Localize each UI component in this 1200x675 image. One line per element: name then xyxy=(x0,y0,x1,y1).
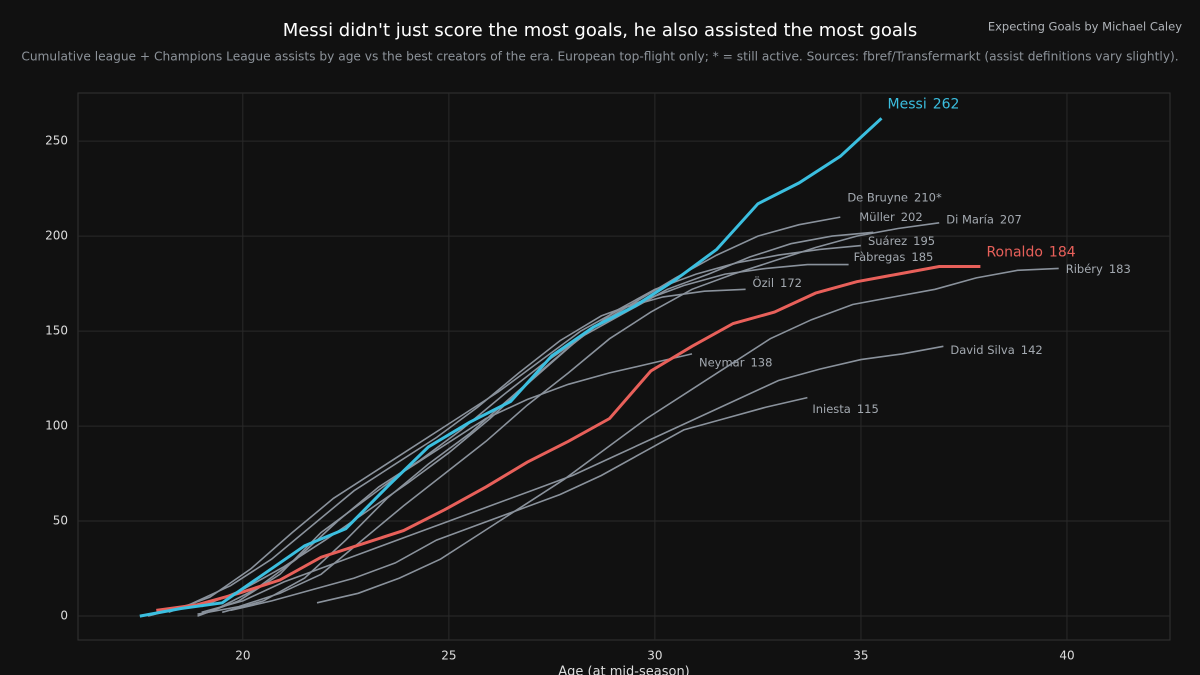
y-tick-label: 50 xyxy=(53,514,68,528)
x-tick-label: 25 xyxy=(441,649,456,663)
series-value-label: 262 xyxy=(933,96,960,112)
series-value-label: 138 xyxy=(750,355,772,369)
series-line xyxy=(197,353,693,617)
series-line xyxy=(147,263,849,617)
series-value-label: 195 xyxy=(913,234,935,248)
series-line xyxy=(230,396,808,612)
series-value-label: 202 xyxy=(901,210,923,224)
series-label: Özil xyxy=(753,274,774,290)
series-value-label: 142 xyxy=(1021,343,1043,357)
y-tick-label: 200 xyxy=(45,229,68,243)
y-tick-label: 150 xyxy=(45,324,68,338)
series-value-label: 207 xyxy=(1000,212,1022,226)
series-label: Ronaldo xyxy=(986,244,1042,260)
series-value-label: 210* xyxy=(914,191,942,205)
y-tick-label: 100 xyxy=(45,419,68,433)
series-value-label: 184 xyxy=(1049,244,1076,260)
chart-title: Messi didn't just score the most goals, … xyxy=(283,20,918,41)
series-label: Müller xyxy=(859,210,895,224)
y-tick-label: 0 xyxy=(60,609,68,623)
series-line xyxy=(316,267,1059,604)
y-tick-label: 250 xyxy=(45,134,68,148)
series-line xyxy=(197,222,940,615)
series-line xyxy=(201,345,944,614)
series-line xyxy=(156,265,981,612)
x-tick-label: 30 xyxy=(647,649,662,663)
series-value-label: 115 xyxy=(857,402,879,416)
x-axis-label: Age (at mid-season) xyxy=(558,665,690,675)
series-label: Iniesta xyxy=(812,402,851,416)
credit: Expecting Goals by Michael Caley xyxy=(988,20,1182,34)
series-line xyxy=(168,288,746,614)
series-line xyxy=(139,117,883,618)
series-label: Ribéry xyxy=(1066,262,1103,276)
series-label: Fàbregas xyxy=(854,250,906,264)
series-label: De Bruyne xyxy=(847,191,908,205)
x-tick-label: 20 xyxy=(235,649,250,663)
chart-subtitle: Cumulative league + Champions League ass… xyxy=(21,50,1178,64)
series-label: Di María xyxy=(946,212,994,226)
series-value-label: 183 xyxy=(1109,262,1131,276)
plot-frame xyxy=(77,92,1171,641)
x-tick-label: 40 xyxy=(1059,649,1074,663)
series-value-label: 172 xyxy=(780,276,802,290)
series-label: Neymar xyxy=(699,355,745,369)
series-label: Suárez xyxy=(868,234,907,248)
series-value-label: 185 xyxy=(911,250,933,264)
x-tick-label: 35 xyxy=(853,649,868,663)
series-label: David Silva xyxy=(950,343,1014,357)
series-label: Messi xyxy=(888,96,927,112)
